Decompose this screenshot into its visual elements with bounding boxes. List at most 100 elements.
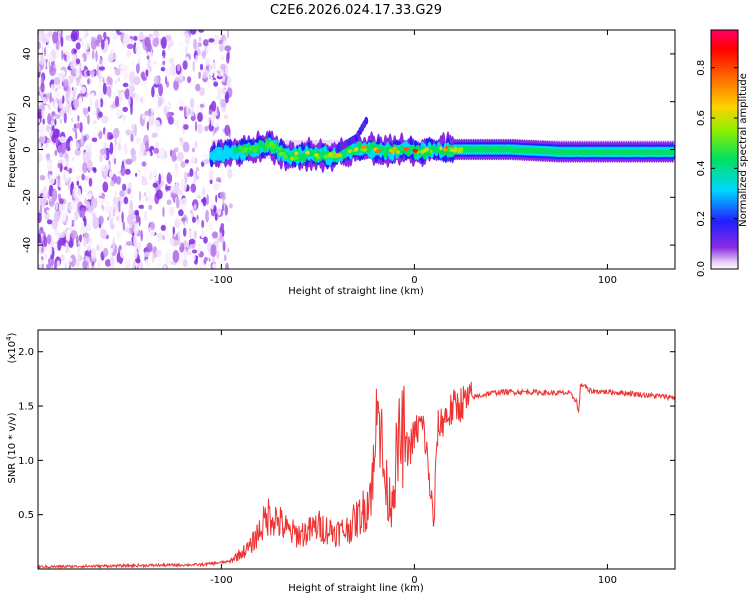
noise-speckle xyxy=(187,76,192,84)
noise-speckle xyxy=(111,53,117,60)
noise-speckle xyxy=(197,112,203,123)
noise-speckle xyxy=(224,254,227,262)
spectrogram-x-tick-label: 100 xyxy=(598,275,617,286)
noise-speckle xyxy=(120,63,126,70)
noise-speckle xyxy=(178,44,186,56)
noise-speckle xyxy=(158,259,163,266)
noise-speckle xyxy=(102,82,107,95)
signal-hotspot xyxy=(439,146,443,151)
spectrogram-panel: -100 0 100 -40 -20 0 20 40 Height of straight l… xyxy=(7,29,676,297)
noise-speckle xyxy=(55,137,59,146)
signal-hotspot xyxy=(250,145,256,149)
noise-speckle xyxy=(84,197,87,205)
noise-speckle xyxy=(144,211,147,221)
noise-speckle xyxy=(86,51,90,56)
noise-speckle xyxy=(135,241,142,250)
noise-speckle xyxy=(122,114,127,122)
noise-speckle xyxy=(121,211,124,223)
noise-speckle xyxy=(164,104,168,117)
noise-speckle xyxy=(125,129,132,136)
noise-speckle xyxy=(44,252,48,261)
noise-speckle xyxy=(188,248,193,253)
noise-speckle xyxy=(48,30,52,37)
noise-speckle xyxy=(91,58,97,70)
noise-speckle xyxy=(135,172,138,177)
noise-speckle xyxy=(198,71,201,79)
noise-speckle xyxy=(66,164,70,171)
noise-speckle xyxy=(75,142,80,149)
noise-speckle xyxy=(149,229,155,237)
noise-speckle xyxy=(38,95,42,107)
noise-speckle xyxy=(103,142,108,149)
noise-speckle xyxy=(77,115,80,122)
signal-hotspot xyxy=(429,149,433,154)
snr-y-tick-label: 1.0 xyxy=(18,456,34,467)
noise-speckle xyxy=(93,125,100,135)
noise-speckle xyxy=(82,180,86,193)
signal-hotspot xyxy=(354,147,359,152)
noise-speckle xyxy=(109,77,113,86)
noise-speckle xyxy=(77,252,80,264)
noise-speckle xyxy=(38,66,41,73)
noise-speckle xyxy=(225,262,229,269)
noise-speckle xyxy=(179,228,183,239)
signal-hotspot xyxy=(294,151,299,156)
noise-speckle xyxy=(145,140,149,152)
noise-speckle xyxy=(132,60,134,67)
noise-speckle xyxy=(59,136,66,144)
noise-speckle xyxy=(220,55,224,61)
noise-speckle xyxy=(96,63,99,76)
noise-speckle xyxy=(169,163,173,168)
noise-speckle xyxy=(216,249,220,260)
noise-speckle xyxy=(98,131,103,140)
noise-speckle xyxy=(220,223,225,230)
noise-speckle xyxy=(199,63,204,71)
snr-multiplier-base: (x10 xyxy=(7,341,18,364)
noise-speckle xyxy=(203,256,208,262)
signal-hotspot xyxy=(403,146,410,151)
noise-speckle xyxy=(201,228,205,239)
noise-speckle xyxy=(138,216,141,227)
noise-speckle xyxy=(166,172,173,185)
noise-speckle xyxy=(147,97,151,110)
noise-speckle xyxy=(114,95,120,108)
noise-speckle xyxy=(177,151,184,162)
noise-speckle xyxy=(73,98,80,109)
noise-speckle xyxy=(131,123,135,130)
noise-speckle xyxy=(190,205,194,211)
noise-speckle xyxy=(126,43,134,50)
noise-speckle xyxy=(200,260,205,269)
noise-speckle xyxy=(162,206,165,218)
noise-speckle xyxy=(203,153,211,159)
noise-speckle xyxy=(107,216,110,221)
noise-speckle xyxy=(194,141,198,149)
noise-speckle xyxy=(217,95,222,101)
noise-speckle xyxy=(149,145,155,151)
noise-speckle xyxy=(215,238,219,250)
noise-speckle xyxy=(112,237,115,251)
noise-speckle xyxy=(202,113,209,126)
noise-speckle xyxy=(209,178,213,185)
noise-speckle xyxy=(145,186,150,199)
noise-speckle xyxy=(49,179,55,185)
noise-speckle xyxy=(101,39,105,50)
noise-speckle xyxy=(170,63,177,77)
noise-speckle xyxy=(188,139,193,147)
noise-speckle xyxy=(60,254,65,262)
snr-multiplier-exponent: 4 xyxy=(5,336,13,341)
noise-speckle xyxy=(147,199,151,206)
noise-speckle xyxy=(97,197,104,203)
snr-series-line xyxy=(38,381,675,569)
signal-hotspot xyxy=(271,145,276,150)
noise-speckle xyxy=(39,159,47,173)
noise-speckle xyxy=(133,35,138,41)
noise-speckle xyxy=(189,168,194,177)
noise-speckle xyxy=(53,210,61,222)
noise-speckle xyxy=(104,200,111,213)
noise-speckle xyxy=(162,60,166,65)
noise-speckle xyxy=(135,43,141,56)
noise-speckle xyxy=(63,246,67,252)
noise-speckle xyxy=(96,184,103,197)
noise-speckle xyxy=(184,171,188,182)
noise-speckle xyxy=(57,174,60,187)
